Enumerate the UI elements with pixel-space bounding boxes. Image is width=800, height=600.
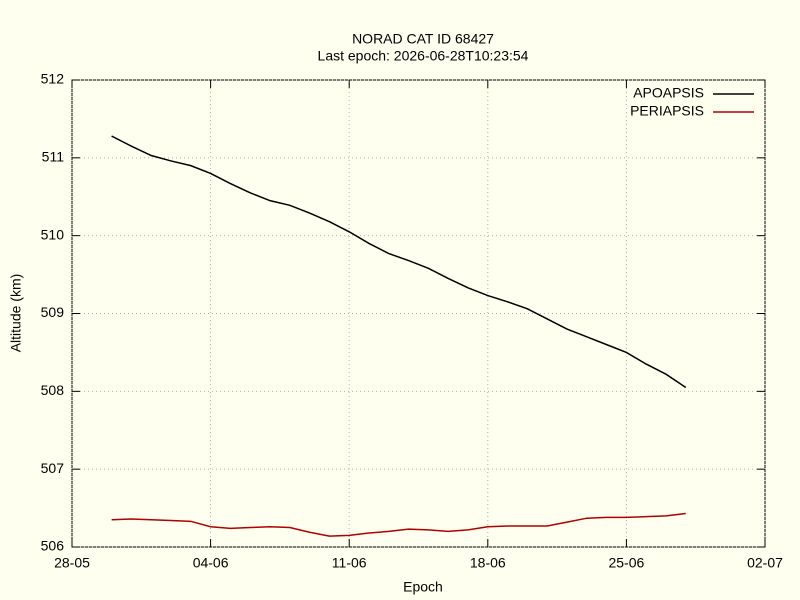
- y-tick-label: 508: [41, 382, 65, 398]
- legend-label: PERIAPSIS: [630, 103, 704, 119]
- plot-frame: [71, 79, 766, 548]
- x-tick-label: 25-06: [608, 555, 644, 571]
- y-tick-label: 507: [41, 460, 65, 476]
- x-tick-label: 04-06: [193, 555, 229, 571]
- x-tick-label: 11-06: [332, 555, 367, 571]
- data-line: [111, 135, 687, 389]
- y-tick-label: 511: [42, 149, 65, 165]
- chart-title: NORAD CAT ID 68427: [352, 31, 494, 47]
- y-tick-label: 512: [41, 71, 65, 87]
- legend-label: APOAPSIS: [633, 85, 704, 101]
- y-axis-label: Altitude (km): [8, 274, 24, 353]
- x-axis-label: Epoch: [403, 579, 443, 595]
- chart-subtitle: Last epoch: 2026-06-28T10:23:54: [318, 48, 529, 64]
- y-tick-label: 509: [41, 304, 65, 320]
- y-tick-label: 510: [41, 226, 65, 242]
- y-tick-label: 506: [41, 538, 65, 554]
- x-tick-label: 02-07: [747, 555, 783, 571]
- x-tick-label: 28-05: [54, 555, 90, 571]
- x-tick-label: 18-06: [470, 555, 506, 571]
- data-line: [111, 512, 686, 537]
